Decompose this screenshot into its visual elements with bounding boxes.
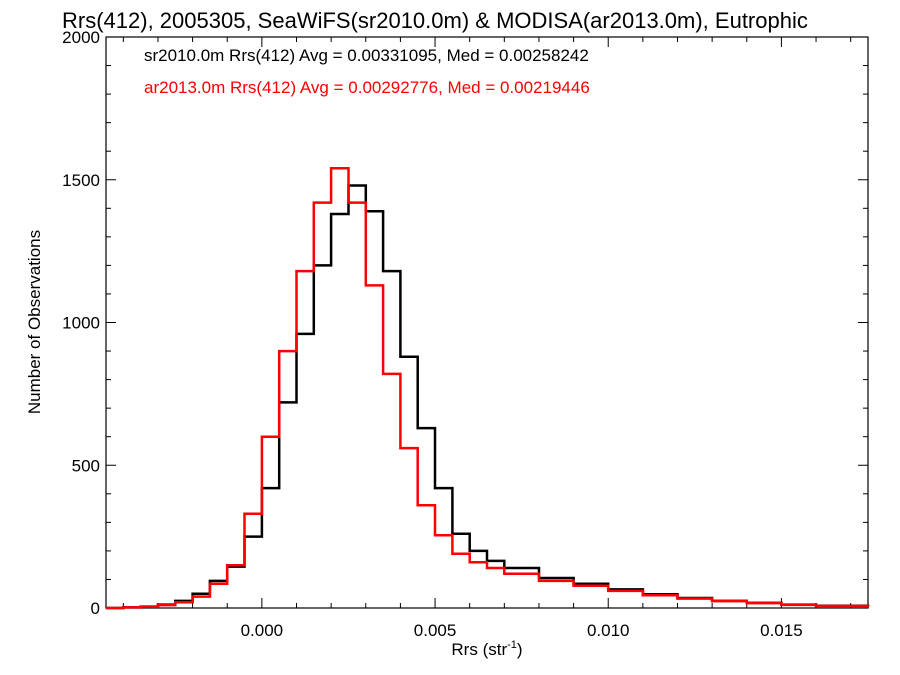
- x-tick-label: 0.015: [760, 621, 803, 640]
- y-axis: 0 500 1000 1500 2000: [62, 28, 868, 618]
- y-tick-label: 0: [91, 599, 100, 618]
- x-tick-label: 0.010: [587, 621, 630, 640]
- legend-series-1: sr2010.0m Rrs(412) Avg = 0.00331095, Med…: [144, 46, 589, 65]
- series-line-2: [106, 167, 870, 610]
- y-axis-label: Number of Observations: [25, 230, 44, 414]
- y-tick-label: 500: [72, 456, 100, 475]
- y-tick-label: 1500: [62, 171, 100, 190]
- legend-series-2: ar2013.0m Rrs(412) Avg = 0.00292776, Med…: [144, 78, 590, 97]
- x-tick-label: 0.005: [414, 621, 457, 640]
- series-line-1: [106, 184, 870, 610]
- y-tick-label: 2000: [62, 28, 100, 47]
- y-tick-label: 1000: [62, 314, 100, 333]
- x-axis-label: Rrs (str-1): [451, 639, 522, 659]
- x-tick-label: 0.000: [241, 621, 284, 640]
- x-axis: 0.000 0.005 0.010 0.015: [122, 37, 852, 640]
- chart-title: Rrs(412), 2005305, SeaWiFS(sr2010.0m) & …: [62, 8, 808, 33]
- series-group: [106, 167, 870, 610]
- plot-frame: [105, 36, 869, 609]
